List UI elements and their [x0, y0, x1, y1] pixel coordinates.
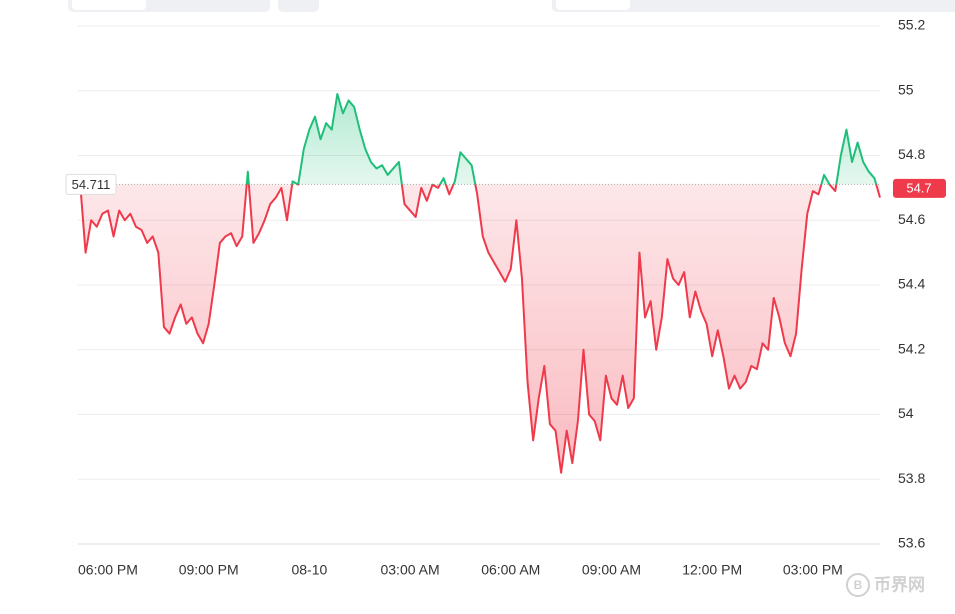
x-tick-label: 12:00 PM	[682, 562, 742, 578]
area-fill	[80, 93, 880, 473]
y-tick-label: 54.6	[898, 211, 925, 227]
y-tick-label: 53.8	[898, 470, 925, 486]
baseline-label-box	[65, 173, 117, 195]
price-line	[79, 92, 881, 474]
y-tick-label: 54.4	[898, 276, 925, 292]
y-tick-label: 54.2	[898, 340, 925, 356]
y-tick-label: 54	[898, 405, 914, 421]
toolbar-group[interactable]	[552, 0, 955, 12]
x-tick-label: 08-10	[291, 562, 327, 578]
x-tick-label: 09:00 PM	[179, 562, 239, 578]
watermark-text: 币界网	[874, 575, 925, 594]
last-price-badge	[893, 178, 946, 198]
x-tick-label: 09:00 AM	[582, 562, 641, 578]
watermark-icon: B	[854, 578, 863, 592]
x-tick-label: 03:00 AM	[380, 562, 439, 578]
y-tick-label: 54.8	[898, 146, 925, 162]
toolbar-tab[interactable]	[556, 0, 630, 10]
y-tick-label: 53.6	[898, 535, 925, 551]
watermark: B 币界网	[846, 573, 925, 597]
last-price-label: 54.7	[906, 180, 931, 195]
toolbar-tab[interactable]	[72, 0, 146, 10]
baseline-label: 54.711	[72, 177, 111, 192]
x-tick-label: 06:00 AM	[481, 562, 540, 578]
x-tick-label: 03:00 PM	[783, 562, 843, 578]
y-tick-label: 55	[898, 81, 914, 97]
y-tick-label: 55.2	[898, 17, 925, 33]
toolbar-button[interactable]	[278, 0, 319, 12]
x-tick-label: 06:00 PM	[78, 562, 138, 578]
